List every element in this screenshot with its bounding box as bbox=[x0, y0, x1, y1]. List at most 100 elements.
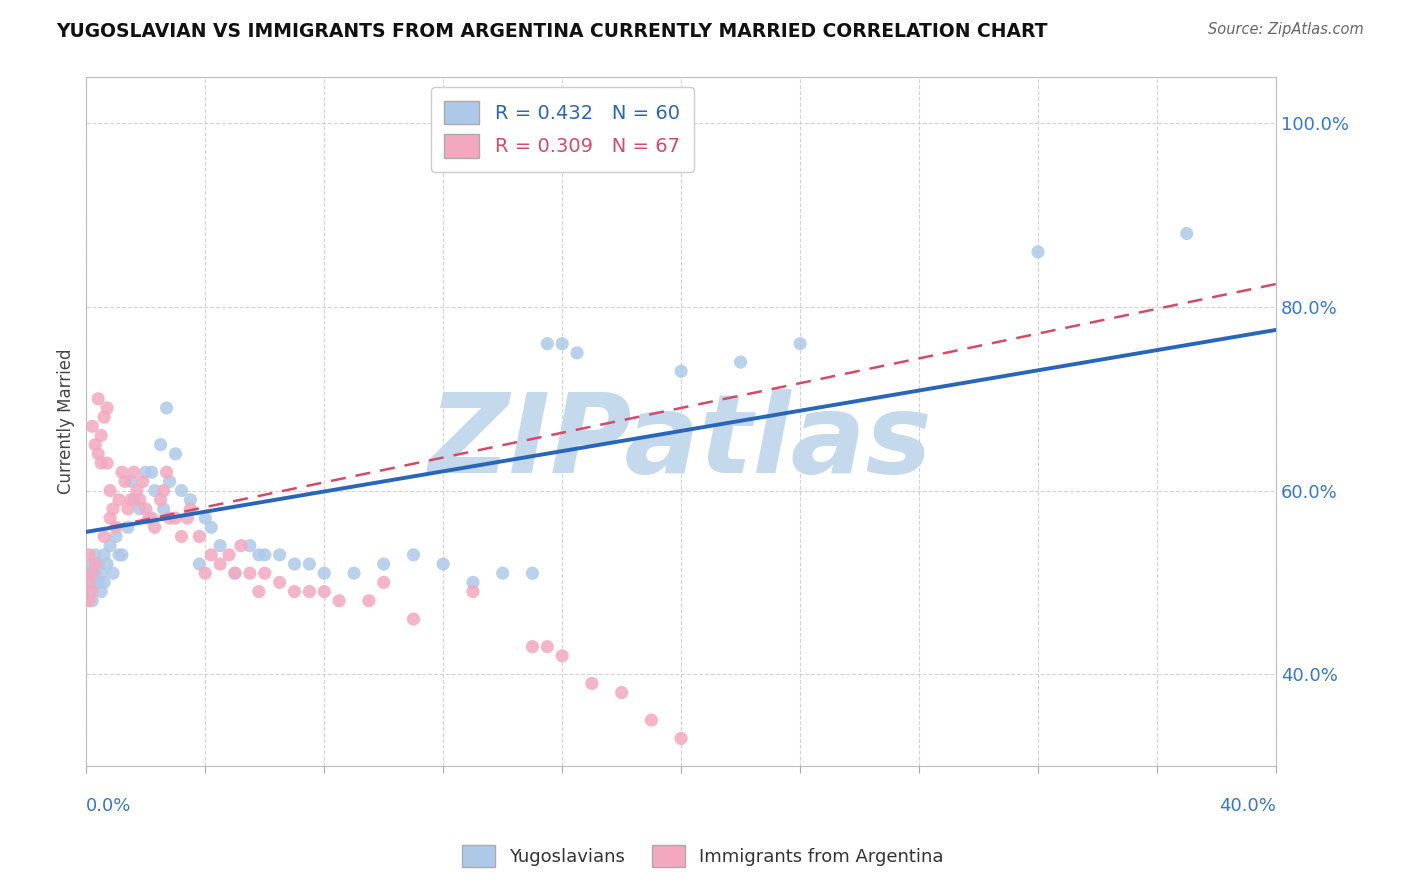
Point bbox=[269, 575, 291, 590]
Point bbox=[96, 456, 118, 470]
Point bbox=[87, 575, 110, 590]
Point bbox=[90, 456, 112, 470]
Point bbox=[239, 566, 262, 581]
Point bbox=[87, 557, 110, 571]
Point bbox=[298, 584, 321, 599]
Text: Source: ZipAtlas.com: Source: ZipAtlas.com bbox=[1208, 22, 1364, 37]
Point bbox=[77, 566, 100, 581]
Text: YUGOSLAVIAN VS IMMIGRANTS FROM ARGENTINA CURRENTLY MARRIED CORRELATION CHART: YUGOSLAVIAN VS IMMIGRANTS FROM ARGENTINA… bbox=[56, 22, 1047, 41]
Point bbox=[610, 685, 633, 699]
Point bbox=[373, 575, 395, 590]
Point bbox=[77, 575, 100, 590]
Point bbox=[152, 483, 174, 498]
Text: ZIPatlas: ZIPatlas bbox=[429, 389, 934, 496]
Point bbox=[82, 584, 104, 599]
Point bbox=[90, 428, 112, 442]
Point bbox=[730, 355, 752, 369]
Point bbox=[135, 465, 157, 479]
Point bbox=[1175, 227, 1198, 241]
Point bbox=[194, 566, 217, 581]
Point bbox=[138, 511, 160, 525]
Point bbox=[93, 548, 115, 562]
Point bbox=[492, 566, 515, 581]
Point bbox=[179, 502, 201, 516]
Point bbox=[82, 593, 104, 607]
Point bbox=[402, 548, 425, 562]
Point bbox=[640, 713, 662, 727]
Point bbox=[209, 539, 232, 553]
Point bbox=[224, 566, 246, 581]
Point bbox=[536, 640, 558, 654]
Point bbox=[224, 566, 246, 581]
Point bbox=[669, 364, 692, 378]
Y-axis label: Currently Married: Currently Married bbox=[58, 349, 75, 494]
Point bbox=[283, 584, 305, 599]
Point bbox=[108, 548, 131, 562]
Point bbox=[101, 502, 124, 516]
Point bbox=[432, 557, 454, 571]
Point bbox=[105, 520, 128, 534]
Point bbox=[155, 465, 177, 479]
Point bbox=[141, 465, 163, 479]
Point bbox=[84, 557, 107, 571]
Point bbox=[176, 511, 198, 525]
Point bbox=[247, 548, 270, 562]
Point bbox=[84, 566, 107, 581]
Legend: R = 0.432   N = 60, R = 0.309   N = 67: R = 0.432 N = 60, R = 0.309 N = 67 bbox=[430, 87, 693, 171]
Point bbox=[101, 566, 124, 581]
Point bbox=[117, 520, 139, 534]
Point bbox=[120, 492, 142, 507]
Point bbox=[283, 557, 305, 571]
Point bbox=[77, 593, 100, 607]
Point bbox=[1026, 244, 1049, 259]
Point bbox=[111, 465, 134, 479]
Point bbox=[165, 511, 187, 525]
Point bbox=[170, 483, 193, 498]
Point bbox=[581, 676, 603, 690]
Point bbox=[247, 584, 270, 599]
Text: 40.0%: 40.0% bbox=[1219, 797, 1277, 814]
Point bbox=[84, 438, 107, 452]
Point bbox=[239, 539, 262, 553]
Point bbox=[188, 557, 211, 571]
Point bbox=[93, 529, 115, 543]
Point bbox=[159, 475, 181, 489]
Legend: Yugoslavians, Immigrants from Argentina: Yugoslavians, Immigrants from Argentina bbox=[456, 838, 950, 874]
Point bbox=[108, 492, 131, 507]
Point bbox=[314, 584, 336, 599]
Point bbox=[218, 548, 240, 562]
Point bbox=[165, 447, 187, 461]
Point bbox=[357, 593, 380, 607]
Point bbox=[194, 511, 217, 525]
Point bbox=[143, 483, 166, 498]
Point bbox=[298, 557, 321, 571]
Point bbox=[111, 548, 134, 562]
Point bbox=[188, 529, 211, 543]
Point bbox=[170, 529, 193, 543]
Point bbox=[669, 731, 692, 746]
Point bbox=[82, 575, 104, 590]
Point bbox=[128, 492, 150, 507]
Point bbox=[125, 483, 148, 498]
Point bbox=[209, 557, 232, 571]
Point bbox=[77, 557, 100, 571]
Point bbox=[96, 557, 118, 571]
Text: 0.0%: 0.0% bbox=[86, 797, 132, 814]
Point bbox=[155, 401, 177, 415]
Point bbox=[90, 584, 112, 599]
Point bbox=[120, 475, 142, 489]
Point bbox=[132, 475, 155, 489]
Point bbox=[93, 410, 115, 425]
Point bbox=[82, 566, 104, 581]
Point bbox=[105, 529, 128, 543]
Point bbox=[96, 401, 118, 415]
Point bbox=[143, 520, 166, 534]
Point bbox=[522, 640, 544, 654]
Point bbox=[551, 648, 574, 663]
Point bbox=[98, 483, 121, 498]
Point bbox=[565, 346, 588, 360]
Point bbox=[789, 336, 811, 351]
Point bbox=[135, 502, 157, 516]
Point bbox=[159, 511, 181, 525]
Point bbox=[90, 566, 112, 581]
